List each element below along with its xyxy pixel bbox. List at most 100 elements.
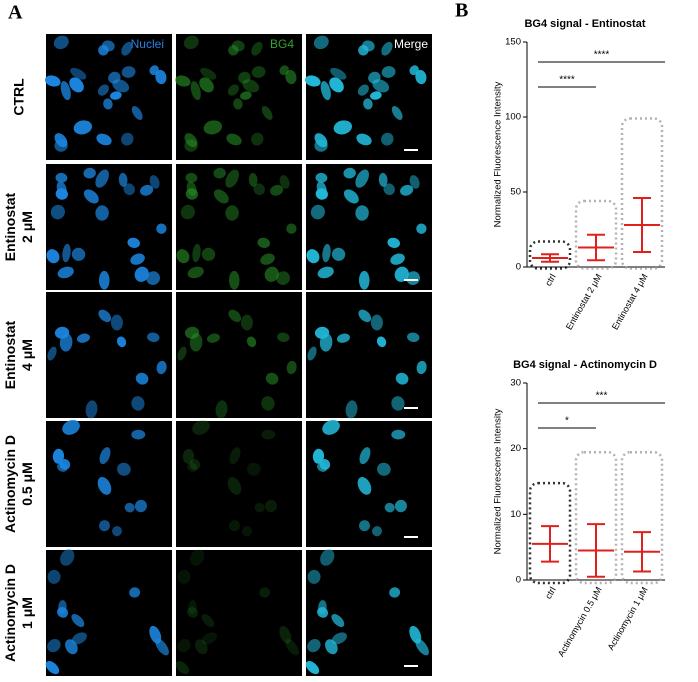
- nucleus: [176, 249, 190, 264]
- nucleus: [279, 625, 292, 644]
- nucleus: [83, 189, 99, 204]
- nucleus: [276, 271, 290, 285]
- nucleus: [45, 660, 60, 675]
- nucleus: [333, 120, 353, 135]
- nucleus: [121, 132, 134, 146]
- nucleus: [242, 526, 252, 537]
- nucleus: [357, 84, 369, 96]
- significance-label: *: [565, 416, 569, 427]
- nucleus: [285, 69, 297, 85]
- nucleus: [201, 632, 217, 645]
- nucleus: [229, 270, 240, 290]
- nucleus: [377, 462, 391, 476]
- nucleus: [322, 419, 340, 435]
- nucleus: [59, 458, 71, 470]
- nucleus: [98, 520, 110, 532]
- y-tick-label: 0: [516, 262, 521, 273]
- nucleus: [53, 35, 69, 50]
- nucleus: [305, 660, 320, 675]
- nucleus: [129, 587, 141, 598]
- nucleus: [307, 639, 321, 653]
- nucleus: [117, 462, 131, 476]
- nucleus: [407, 332, 420, 343]
- nucleus: [183, 35, 199, 50]
- nucleus: [246, 336, 257, 348]
- nucleus: [97, 476, 112, 495]
- charts: BG4 signal - Entinostat Normalized Fluore…: [493, 18, 665, 658]
- nucleus: [123, 183, 135, 196]
- nucleus: [307, 569, 321, 584]
- nucleus: [55, 188, 68, 200]
- nucleus: [247, 462, 261, 476]
- nucleus: [175, 660, 190, 675]
- nucleus: [384, 502, 395, 513]
- nucleus: [95, 169, 109, 188]
- nucleus: [378, 172, 388, 187]
- nucleus: [228, 309, 242, 323]
- nucleus: [305, 75, 321, 87]
- nucleus: [225, 169, 239, 188]
- nucleus: [313, 35, 329, 50]
- nucleus: [97, 84, 109, 96]
- y-axis-label: Normalized Fluorescence Intensity: [493, 408, 504, 554]
- nucleus: [227, 84, 239, 96]
- nucleus: [231, 40, 245, 52]
- nucleus: [307, 346, 317, 361]
- nucleus: [203, 120, 223, 135]
- nucleus: [149, 175, 160, 189]
- nucleus: [370, 314, 383, 331]
- dot-cloud: [528, 481, 572, 585]
- nucleus: [391, 396, 405, 411]
- nucleus: [177, 569, 191, 584]
- nucleus: [213, 167, 226, 179]
- nucleus: [312, 448, 325, 464]
- micrograph: [176, 292, 302, 418]
- nucleus: [370, 91, 382, 100]
- nucleus: [376, 336, 387, 348]
- nucleus: [315, 188, 328, 200]
- nucleus: [264, 499, 277, 513]
- nucleus: [184, 326, 200, 339]
- nucleus: [195, 639, 208, 655]
- nucleus: [343, 189, 359, 204]
- nucleus: [314, 326, 330, 339]
- nucleus: [225, 205, 239, 221]
- nucleus: [187, 266, 204, 279]
- nucleus: [240, 91, 252, 100]
- nucleus: [190, 81, 201, 101]
- nucleus: [62, 243, 71, 263]
- nucleus: [200, 67, 217, 80]
- nucleus: [358, 520, 370, 532]
- nucleus: [242, 79, 260, 93]
- nucleus: [199, 77, 214, 93]
- micrograph: [176, 550, 302, 676]
- nucleus: [356, 133, 372, 146]
- nucleus: [69, 77, 84, 93]
- nucleus: [96, 133, 112, 146]
- nucleus: [83, 167, 96, 179]
- nucleus: [76, 333, 90, 343]
- nucleus: [361, 40, 375, 52]
- nucleus: [71, 632, 87, 645]
- nucleus: [146, 271, 160, 285]
- row-label: 1 μM: [19, 597, 35, 629]
- panel-label: A: [8, 2, 23, 24]
- nucleus: [134, 499, 147, 513]
- nucleus: [330, 67, 347, 80]
- nucleus: [131, 396, 145, 411]
- nucleus: [372, 526, 382, 537]
- nucleus: [103, 98, 113, 110]
- nucleus: [331, 613, 345, 627]
- nucleus: [310, 204, 325, 220]
- nucleus: [331, 632, 347, 645]
- nucleus: [110, 91, 122, 100]
- nucleus: [259, 587, 271, 598]
- nucleus: [345, 400, 358, 419]
- nucleus: [180, 204, 195, 220]
- nucleus: [62, 419, 80, 435]
- nucleus: [188, 600, 197, 614]
- y-tick-label: 30: [510, 378, 521, 389]
- nucleus: [112, 526, 122, 537]
